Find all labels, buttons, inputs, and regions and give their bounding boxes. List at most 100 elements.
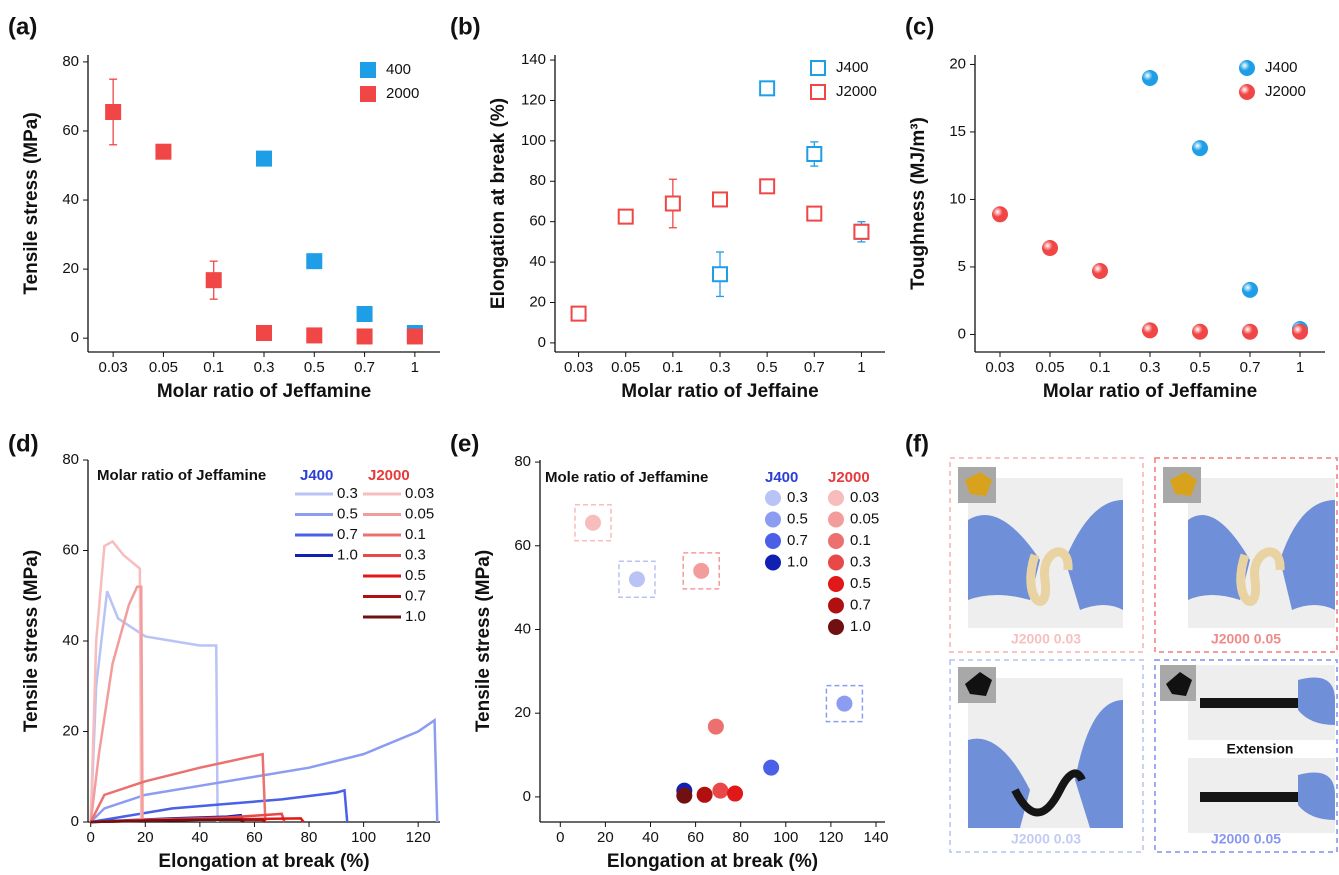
- marker: [406, 328, 423, 345]
- y-axis-label: Toughness (MJ/m³): [908, 117, 929, 290]
- photo-caption: J2000 0.03: [1011, 831, 1081, 847]
- x-tick-label: 0.3: [1140, 359, 1161, 376]
- line: [89, 590, 219, 823]
- legend-label: 0.5: [337, 505, 358, 522]
- x-tick-label: 0.05: [1035, 359, 1064, 376]
- photo-caption: J2000 0.05: [1211, 831, 1281, 847]
- chart-panel: (a) Tensile stress (MPa) Molar ratio of Je…: [8, 13, 440, 402]
- x-axis-label: Molar ratio of Jeffaine: [621, 381, 818, 402]
- marker: [693, 562, 710, 579]
- x-axis-label: Elongation at break (%): [607, 851, 818, 872]
- y-tick-label: 80: [529, 172, 546, 189]
- photo-annotation: Extension: [1227, 741, 1294, 757]
- x-tick-label: 1: [411, 359, 419, 376]
- chart-panel: (c) Toughness (MJ/m³) Molar ratio of Jeffa…: [905, 13, 1325, 402]
- legend-marker: [828, 533, 844, 549]
- x-tick-label: 120: [818, 829, 843, 846]
- legend-label: 0.7: [787, 532, 808, 549]
- x-tick-label: 100: [351, 829, 376, 846]
- x-tick-label: 0.03: [985, 359, 1014, 376]
- photo: [958, 667, 1123, 828]
- photo-frame: [1154, 659, 1338, 853]
- x-tick-label: 0.05: [149, 359, 178, 376]
- marker: [256, 150, 272, 167]
- photo-frame: [1154, 457, 1338, 653]
- highlight-box: [574, 504, 612, 542]
- x-tick-label: 0: [87, 829, 95, 846]
- x-tick-label: 0.5: [304, 359, 325, 376]
- marker: [1192, 140, 1208, 157]
- legend-label: 1.0: [337, 546, 358, 563]
- photo-frame: [949, 457, 1144, 653]
- x-axis-label: Molar ratio of Jeffamine: [157, 381, 371, 402]
- y-tick-label: 40: [62, 191, 79, 208]
- legend-marker: [810, 60, 826, 76]
- legend-label: 400: [386, 61, 411, 78]
- legend-marker: [360, 62, 376, 78]
- legend-label: J2000: [836, 83, 877, 100]
- marker: [992, 206, 1008, 223]
- marker: [570, 305, 587, 322]
- marker: [205, 272, 222, 289]
- marker: [356, 306, 373, 323]
- legend-label: 0.3: [787, 489, 808, 506]
- x-tick-label: 40: [192, 829, 209, 846]
- x-tick-label: 60: [687, 829, 704, 846]
- panel-label: (b): [450, 13, 481, 40]
- legend-marker: [828, 554, 844, 571]
- legend-group: J400: [765, 469, 798, 486]
- x-tick-label: 20: [597, 829, 614, 846]
- legend-marker: [765, 554, 781, 571]
- marker: [806, 205, 823, 222]
- x-tick-label: 0.7: [1240, 359, 1261, 376]
- legend-label: 0.03: [405, 485, 434, 502]
- y-tick-label: 40: [62, 632, 79, 649]
- photo-caption: J2000 0.03: [1011, 631, 1081, 647]
- legend-marker: [765, 490, 781, 506]
- marker: [617, 208, 634, 225]
- marker: [759, 178, 776, 195]
- marker: [836, 695, 853, 712]
- legend-group: J2000: [368, 467, 410, 484]
- y-tick-label: 15: [949, 123, 966, 140]
- panel-label: (c): [905, 13, 934, 40]
- legend-label: 0.5: [405, 567, 426, 584]
- y-tick-label: 20: [514, 704, 531, 721]
- marker: [306, 253, 323, 270]
- marker: [1242, 281, 1258, 298]
- marker: [1092, 263, 1108, 279]
- legend-marker: [828, 511, 844, 528]
- marker: [1242, 323, 1258, 340]
- marker: [306, 327, 323, 344]
- y-tick-label: 100: [521, 132, 546, 149]
- photo-panel: (f): [905, 430, 1338, 853]
- x-tick-label: 0.5: [1190, 359, 1211, 376]
- x-tick-label: 80: [301, 829, 318, 846]
- highlight-box: [618, 560, 656, 599]
- x-tick-label: 0.3: [710, 359, 731, 376]
- marker: [1042, 240, 1058, 257]
- legend-marker: [828, 619, 844, 635]
- line: [90, 788, 349, 824]
- x-tick-label: 0: [556, 829, 564, 846]
- y-tick-label: 20: [949, 55, 966, 72]
- marker: [628, 571, 645, 588]
- legend-label: 0.7: [405, 587, 426, 604]
- legend-label: 0.3: [337, 485, 358, 502]
- y-tick-label: 60: [529, 213, 546, 230]
- legend-label: J400: [836, 59, 869, 76]
- marker: [712, 191, 728, 208]
- panel-label: (a): [8, 13, 37, 40]
- highlight-box: [825, 684, 864, 723]
- marker: [1292, 323, 1308, 340]
- y-tick-label: 20: [62, 260, 79, 277]
- x-tick-label: 0.03: [564, 359, 593, 376]
- y-tick-label: 20: [62, 722, 79, 739]
- legend-marker: [1239, 84, 1255, 100]
- marker: [1192, 323, 1208, 340]
- legend-label: 0.05: [850, 510, 879, 527]
- legend-label: 0.7: [337, 526, 358, 543]
- y-tick-label: 60: [62, 541, 79, 558]
- marker: [664, 195, 681, 212]
- marker: [1142, 322, 1158, 339]
